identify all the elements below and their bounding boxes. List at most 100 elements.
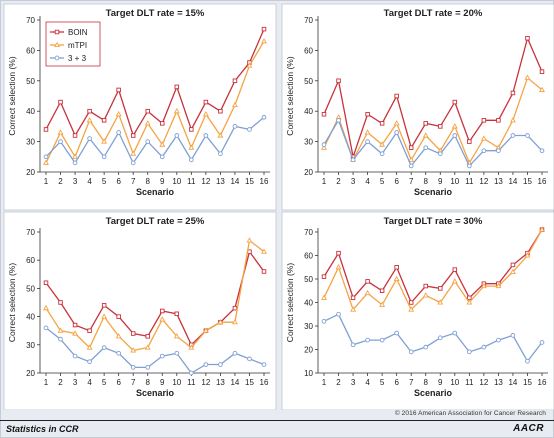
y-tick-label: 20	[26, 369, 35, 378]
y-tick-label: 30	[304, 138, 313, 147]
data-point-mtpi	[539, 226, 545, 232]
series-line-boin	[45, 250, 265, 346]
x-tick-label: 7	[409, 378, 414, 387]
x-tick-label: 12	[201, 378, 210, 387]
data-point-3plus3	[218, 362, 223, 367]
data-point-3plus3	[525, 358, 530, 364]
data-point-boin	[58, 300, 63, 305]
y-tick-label: 50	[304, 77, 313, 86]
x-tick-label: 7	[409, 177, 414, 186]
chart-title: Target DLT rate = 30%	[384, 216, 483, 227]
x-tick-label: 11	[187, 177, 196, 186]
data-point-mtpi	[72, 330, 79, 336]
data-point-mtpi	[246, 237, 253, 243]
data-point-boin	[218, 108, 223, 114]
x-tick-label: 3	[73, 177, 78, 186]
legend-label: 3 + 3	[68, 54, 87, 63]
data-point-mtpi	[321, 144, 327, 150]
series-line-mtpi	[323, 76, 543, 165]
x-tick-label: 9	[438, 378, 443, 387]
x-axis-label: Scenario	[136, 388, 175, 398]
data-point-3plus3	[365, 139, 370, 144]
data-point-mtpi	[480, 282, 487, 289]
x-tick-label: 9	[160, 177, 165, 186]
x-tick-label: 8	[424, 378, 429, 387]
data-point-boin	[130, 133, 136, 138]
data-point-3plus3	[232, 350, 238, 356]
data-point-boin	[145, 108, 150, 114]
x-tick-label: 9	[160, 378, 165, 387]
legend-marker	[54, 29, 60, 35]
data-point-boin	[174, 84, 180, 90]
y-tick-label: 20	[304, 346, 313, 355]
data-point-3plus3	[247, 127, 252, 132]
data-point-boin	[101, 118, 107, 123]
data-point-3plus3	[43, 154, 49, 160]
data-point-boin	[496, 118, 501, 123]
data-point-boin	[336, 250, 341, 256]
chart-panel-2: Target DLT rate = 20% 20 30 40 50 60 70 1 2 3 4 5 6 7…	[281, 3, 554, 211]
y-tick-label: 30	[26, 341, 35, 350]
data-point-boin	[72, 322, 78, 328]
data-point-3plus3	[437, 335, 443, 341]
x-axis-label: Scenario	[414, 187, 453, 197]
data-point-boin	[160, 308, 165, 314]
data-point-mtpi	[115, 111, 122, 117]
data-point-3plus3	[159, 353, 165, 359]
series-line-33	[45, 327, 265, 374]
data-point-mtpi	[217, 319, 224, 325]
data-point-3plus3	[43, 325, 49, 331]
data-point-mtpi	[144, 344, 151, 350]
x-tick-label: 1	[44, 177, 49, 186]
data-point-boin	[423, 283, 428, 289]
data-point-boin	[261, 26, 267, 32]
data-point-mtpi	[437, 299, 444, 305]
data-point-3plus3	[58, 336, 63, 342]
data-point-3plus3	[188, 157, 194, 163]
data-point-boin	[379, 288, 385, 294]
data-point-3plus3	[116, 350, 122, 356]
data-point-3plus3	[466, 163, 472, 169]
data-point-3plus3	[130, 365, 136, 370]
data-point-boin	[203, 99, 209, 105]
x-tick-label: 4	[365, 378, 370, 387]
y-tick-label: 70	[26, 16, 35, 25]
data-point-mtpi	[379, 141, 386, 147]
chart-title: Target DLT rate = 20%	[384, 8, 483, 19]
data-point-mtpi	[451, 123, 458, 129]
y-axis-label: Correct selection (%)	[7, 263, 17, 343]
data-point-3plus3	[188, 370, 194, 376]
data-point-mtpi	[173, 107, 180, 114]
x-tick-label: 8	[146, 378, 151, 387]
data-point-mtpi	[379, 301, 386, 307]
legend-label: mTPI	[68, 41, 87, 50]
data-point-boin	[72, 133, 78, 138]
data-point-3plus3	[72, 353, 78, 359]
data-point-boin	[116, 314, 121, 319]
data-point-3plus3	[101, 345, 107, 350]
data-point-mtpi	[217, 132, 224, 138]
data-point-boin	[438, 286, 443, 291]
data-point-3plus3	[87, 359, 92, 365]
data-point-mtpi	[115, 333, 122, 339]
data-point-3plus3	[452, 330, 458, 336]
data-point-mtpi	[509, 268, 516, 274]
x-tick-label: 14	[508, 378, 517, 387]
data-point-mtpi	[350, 306, 357, 312]
data-point-boin	[525, 35, 530, 41]
data-point-boin	[130, 331, 136, 336]
chart-title: Target DLT rate = 15%	[106, 8, 205, 19]
data-point-mtpi	[321, 294, 327, 300]
data-point-3plus3	[145, 139, 151, 144]
data-point-boin	[43, 280, 49, 286]
y-tick-label: 70	[304, 228, 313, 237]
data-point-boin	[232, 78, 238, 84]
data-point-boin	[539, 69, 545, 74]
data-point-boin	[43, 127, 49, 132]
series-line-mtpi	[323, 229, 543, 311]
data-point-3plus3	[232, 124, 238, 129]
data-point-boin	[336, 78, 341, 84]
data-point-boin	[174, 311, 180, 317]
data-point-boin	[379, 121, 385, 126]
y-tick-label: 20	[304, 168, 313, 177]
